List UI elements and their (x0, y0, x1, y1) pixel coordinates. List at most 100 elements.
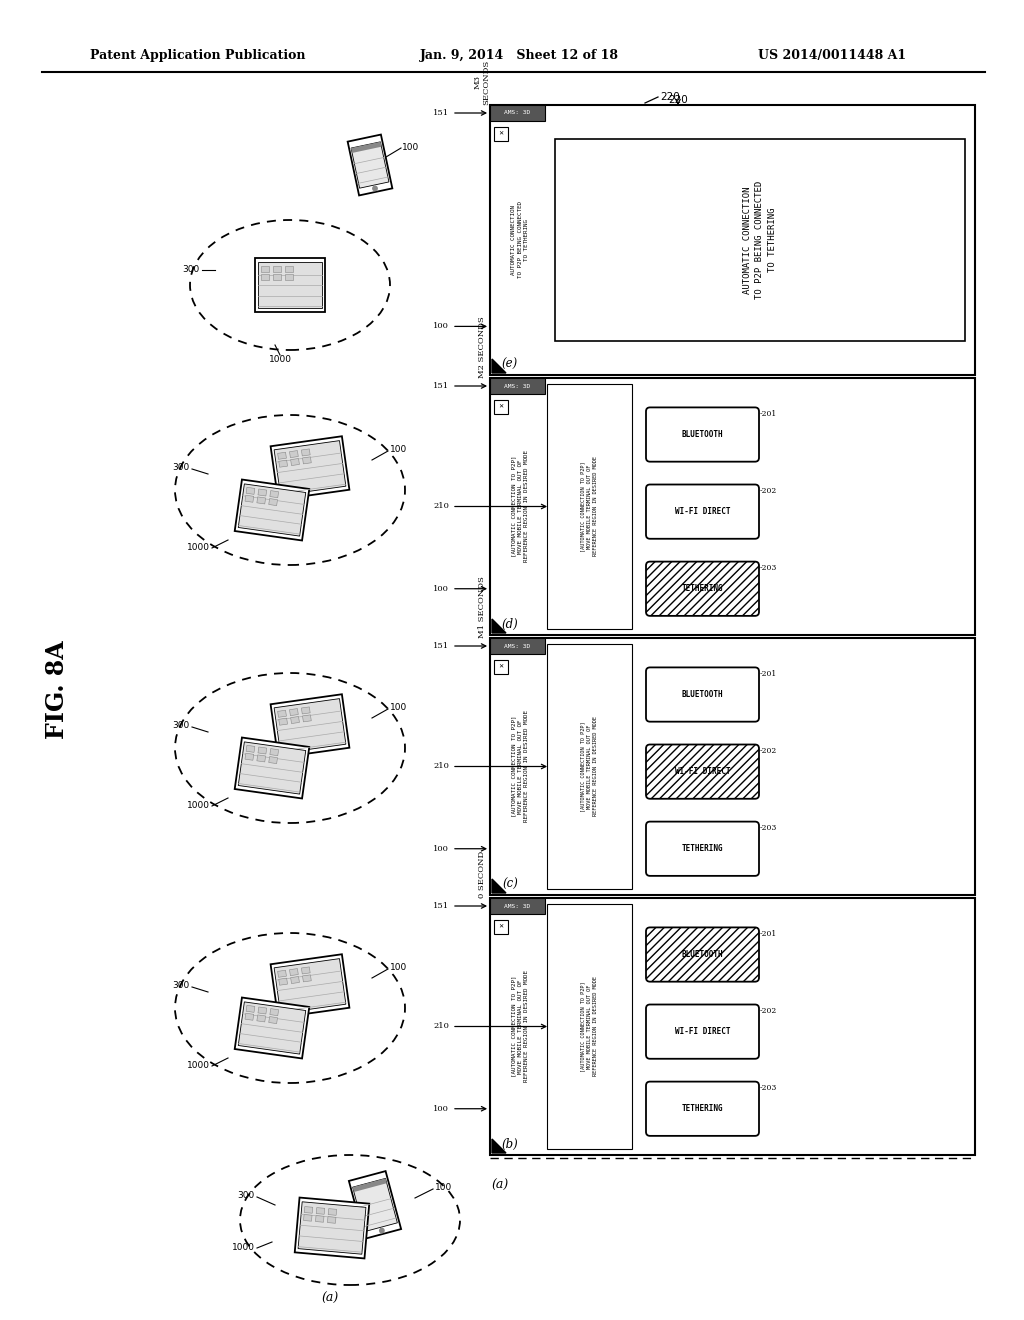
Bar (295, 1197, 370, 1258)
Bar (303, 1214, 312, 1221)
Text: Jan. 9, 2014   Sheet 12 of 18: Jan. 9, 2014 Sheet 12 of 18 (420, 49, 618, 62)
Text: [AUTOMATIC CONNECTION TO P2P]
MOVE MOBILE TERMINAL OUT OF
REFERENCE REGION IN DE: [AUTOMATIC CONNECTION TO P2P] MOVE MOBIL… (511, 710, 529, 822)
Text: AMS: 3D: AMS: 3D (505, 644, 530, 648)
Text: 151: 151 (433, 642, 449, 649)
Text: WI-FI DIRECT: WI-FI DIRECT (675, 767, 730, 776)
Text: WI-FI DIRECT: WI-FI DIRECT (675, 1027, 730, 1036)
Text: AUTOMATIC CONNECTION
TO P2P BEING CONNECTED
TO TETHERING: AUTOMATIC CONNECTION TO P2P BEING CONNEC… (743, 181, 777, 300)
Bar (490, 106, 975, 375)
Bar (261, 275, 269, 280)
Text: -203: -203 (760, 1084, 777, 1092)
Text: 210: 210 (433, 763, 449, 771)
Text: -201: -201 (760, 929, 777, 937)
Bar (494, 127, 508, 141)
Bar (270, 1008, 279, 1015)
Text: 1000: 1000 (187, 801, 210, 810)
Bar (351, 141, 389, 189)
FancyBboxPatch shape (646, 561, 759, 616)
Text: M2 SECONDS: M2 SECONDS (478, 317, 486, 378)
Bar (234, 738, 309, 799)
Text: TETHERING: TETHERING (682, 845, 723, 853)
FancyBboxPatch shape (646, 821, 759, 876)
Text: 210: 210 (433, 503, 449, 511)
Bar (246, 487, 255, 495)
Bar (258, 1007, 266, 1014)
Bar (279, 978, 288, 985)
Text: 220: 220 (660, 92, 680, 102)
Bar (278, 710, 287, 717)
Bar (490, 898, 975, 1155)
Text: 100: 100 (402, 144, 419, 153)
Text: FIG. 8A: FIG. 8A (45, 640, 69, 739)
Text: 100: 100 (433, 845, 449, 853)
Text: 100: 100 (433, 1105, 449, 1113)
Bar (274, 958, 346, 1014)
Bar (352, 1179, 387, 1192)
Text: ✕: ✕ (499, 664, 504, 669)
Bar (268, 499, 278, 506)
Bar (490, 378, 545, 393)
FancyBboxPatch shape (646, 484, 759, 539)
Text: 300: 300 (173, 722, 190, 730)
Bar (298, 1201, 366, 1254)
Text: [AUTOMATIC CONNECTION TO P2P]
MOVE MOBILE TERMINAL OUT OF
REFERENCE REGION IN DE: [AUTOMATIC CONNECTION TO P2P] MOVE MOBIL… (581, 457, 598, 557)
Text: (d): (d) (502, 618, 518, 631)
Text: TETHERING: TETHERING (682, 1105, 723, 1113)
Bar (279, 461, 288, 467)
Polygon shape (492, 619, 506, 634)
Bar (258, 261, 322, 308)
Text: 1000: 1000 (232, 1243, 255, 1253)
Text: 1000: 1000 (268, 355, 292, 364)
Bar (274, 698, 346, 754)
Text: 151: 151 (433, 381, 449, 389)
Text: AMS: 3D: AMS: 3D (505, 903, 530, 908)
Bar (274, 441, 346, 495)
Text: 151: 151 (433, 902, 449, 909)
Bar (494, 400, 508, 414)
FancyBboxPatch shape (646, 928, 759, 982)
Text: (b): (b) (502, 1138, 518, 1151)
Text: 100: 100 (390, 704, 408, 713)
Text: 300: 300 (173, 463, 190, 473)
Bar (258, 488, 266, 496)
Text: [AUTOMATIC CONNECTION TO P2P]
MOVE MOBILE TERMINAL OUT OF
REFERENCE REGION IN DE: [AUTOMATIC CONNECTION TO P2P] MOVE MOBIL… (581, 977, 598, 1077)
Text: -201: -201 (760, 409, 777, 417)
Bar (302, 715, 311, 722)
Text: -202: -202 (760, 747, 777, 755)
Text: M1 SECONDS: M1 SECONDS (478, 576, 486, 638)
Text: 100: 100 (390, 964, 408, 973)
Bar (278, 970, 287, 977)
Text: US 2014/0011448 A1: US 2014/0011448 A1 (758, 49, 906, 62)
Bar (268, 756, 278, 763)
Bar (291, 977, 299, 983)
Text: TETHERING: TETHERING (682, 585, 723, 593)
FancyBboxPatch shape (646, 408, 759, 462)
Text: AUTOMATIC CONNECTION
TO P2P BEING CONNECTED
TO TETHERING: AUTOMATIC CONNECTION TO P2P BEING CONNEC… (511, 202, 529, 279)
Bar (239, 742, 306, 795)
Bar (245, 495, 254, 503)
Bar (234, 479, 309, 540)
Bar (239, 484, 306, 536)
Polygon shape (492, 879, 506, 894)
Bar (245, 1014, 254, 1020)
Bar (270, 954, 349, 1018)
Text: 220: 220 (668, 95, 688, 106)
Text: -202: -202 (760, 1007, 777, 1015)
Bar (270, 694, 349, 758)
Bar (291, 717, 299, 723)
Text: 151: 151 (433, 110, 449, 117)
Bar (348, 135, 392, 195)
Bar (290, 969, 298, 975)
Text: 300: 300 (238, 1192, 255, 1200)
Bar (278, 453, 287, 459)
Bar (547, 384, 632, 630)
Bar (328, 1209, 337, 1216)
Bar (555, 139, 965, 342)
Text: 100: 100 (433, 585, 449, 593)
Text: [AUTOMATIC CONNECTION TO P2P]
MOVE MOBILE TERMINAL OUT OF
REFERENCE REGION IN DE: [AUTOMATIC CONNECTION TO P2P] MOVE MOBIL… (511, 450, 529, 562)
Bar (315, 1216, 324, 1222)
Bar (273, 267, 281, 272)
Text: 300: 300 (182, 265, 200, 275)
Text: [AUTOMATIC CONNECTION TO P2P]
MOVE MOBILE TERMINAL OUT OF
REFERENCE REGION IN DE: [AUTOMATIC CONNECTION TO P2P] MOVE MOBIL… (581, 717, 598, 817)
Bar (270, 748, 279, 755)
